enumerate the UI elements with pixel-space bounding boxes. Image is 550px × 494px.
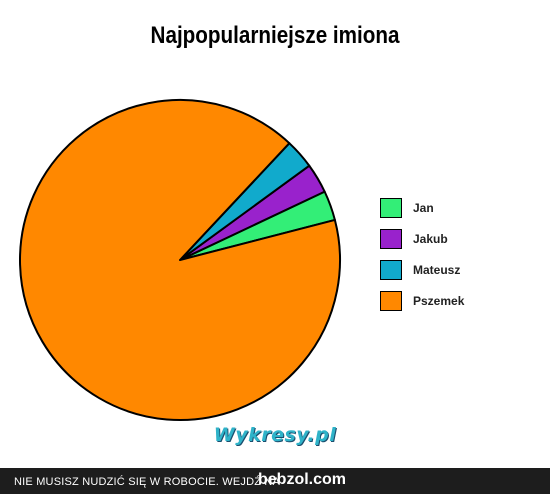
legend-label: Jan <box>413 201 434 215</box>
legend-swatch <box>380 198 402 218</box>
legend-swatch <box>380 291 402 311</box>
pie-slice-pszemek <box>19 99 341 421</box>
legend-item-jan: Jan <box>380 198 530 222</box>
footer-text: NIE MUSISZ NUDZIĆ SIĘ W ROBOCIE. WEJDŹ N… <box>14 476 281 488</box>
chart-title: Najpopularniejsze imiona <box>150 22 400 49</box>
legend-label: Pszemek <box>413 294 465 308</box>
legend-label: Mateusz <box>413 263 461 277</box>
pie-chart <box>19 99 341 421</box>
legend-item-pszemek: Pszemek <box>380 291 530 315</box>
legend-item-jakub: Jakub <box>380 229 530 253</box>
legend-swatch <box>380 229 402 249</box>
legend-swatch <box>380 260 402 280</box>
legend-item-mateusz: Mateusz <box>380 260 530 284</box>
wykresy-logo: Wykresy.pl <box>213 424 337 446</box>
pie-slices <box>19 99 341 421</box>
footer-brand-link[interactable]: bebzol.com <box>258 471 347 488</box>
footer-banner[interactable]: NIE MUSISZ NUDZIĆ SIĘ W ROBOCIE. WEJDŹ N… <box>0 468 550 494</box>
legend-label: Jakub <box>413 232 448 246</box>
